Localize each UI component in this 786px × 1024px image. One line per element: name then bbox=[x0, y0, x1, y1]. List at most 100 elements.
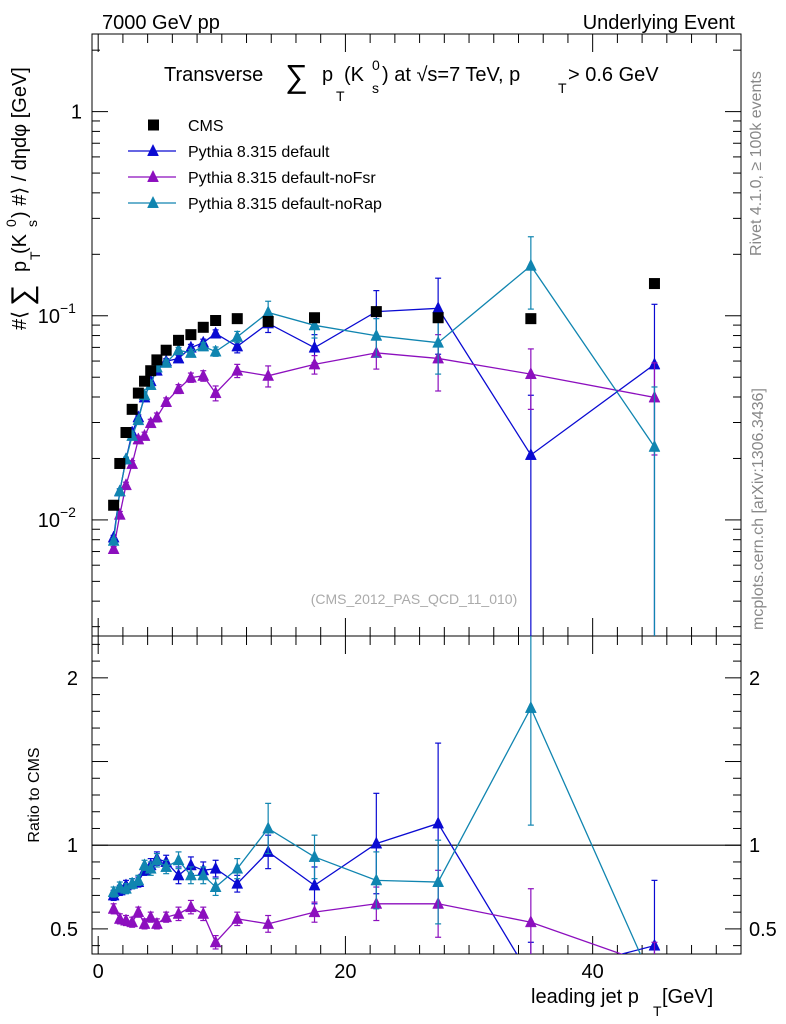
data-point-marker bbox=[107, 901, 120, 914]
data-point-marker bbox=[231, 876, 244, 889]
series-line bbox=[112, 264, 656, 541]
data-point-marker bbox=[308, 340, 321, 353]
cms-data-point bbox=[120, 427, 132, 439]
data-point-marker bbox=[160, 859, 173, 872]
data-point-marker bbox=[432, 816, 445, 829]
cms-data-point bbox=[432, 312, 444, 324]
header-left: 7000 GeV pp bbox=[102, 12, 220, 34]
data-point-marker bbox=[132, 413, 145, 426]
title-mid: ) at √s=7 TeV, p bbox=[382, 64, 520, 86]
ylabel-open: (K bbox=[9, 233, 31, 254]
ratio-y-tick-label-right: 2 bbox=[749, 668, 760, 690]
data-point-marker bbox=[262, 821, 275, 834]
data-point-marker bbox=[209, 344, 222, 357]
cms-data-point bbox=[132, 387, 144, 399]
ylabel-hash-open: #⟨ bbox=[9, 311, 31, 330]
data-point-marker bbox=[231, 911, 244, 924]
cms-data-point bbox=[648, 278, 660, 290]
data-point-marker bbox=[184, 345, 197, 358]
legend: CMS Pythia 8.315 default Pythia 8.315 defa… bbox=[128, 118, 382, 213]
ylabel-sup-0: 0 bbox=[3, 219, 19, 227]
data-point-marker bbox=[126, 915, 139, 928]
data-point-marker bbox=[138, 858, 151, 871]
title-sub-T2: T bbox=[558, 80, 567, 96]
title-suffix: > 0.6 GeV bbox=[568, 64, 659, 86]
data-point-marker bbox=[231, 861, 244, 874]
data-point-marker bbox=[649, 979, 660, 990]
main-cms bbox=[108, 278, 660, 511]
xlabel-sub-T: T bbox=[653, 1003, 662, 1019]
ratio-y-tick-label-left: 0.5 bbox=[50, 919, 78, 941]
data-point-marker bbox=[209, 386, 222, 399]
data-point-marker bbox=[308, 878, 321, 891]
data-point-marker bbox=[197, 368, 210, 381]
x-tick-label: 40 bbox=[582, 961, 604, 983]
data-point-marker bbox=[107, 533, 120, 546]
cms-data-point bbox=[114, 457, 126, 469]
legend-item: Pythia 8.315 default bbox=[128, 143, 330, 161]
y-tick-exponent: −1 bbox=[60, 300, 76, 316]
ylabel-p: p bbox=[9, 261, 31, 272]
main-series-layer bbox=[107, 236, 661, 636]
ylabel-sub-s: s bbox=[24, 220, 40, 227]
data-point-marker bbox=[262, 916, 275, 929]
data-point-marker bbox=[160, 394, 173, 407]
data-point-marker bbox=[308, 357, 321, 370]
ratio-y-tick-label-right: 0.5 bbox=[749, 919, 777, 941]
analysis-watermark: (CMS_2012_PAS_QCD_11_010) bbox=[311, 591, 518, 607]
title-p: p bbox=[322, 64, 333, 86]
data-point-marker bbox=[524, 447, 537, 460]
legend-marker bbox=[147, 195, 159, 208]
title-sigma: ∑ bbox=[285, 58, 308, 94]
legend-marker bbox=[147, 169, 159, 182]
rivet-label: Rivet 4.1.0, ≥ 100k events bbox=[748, 71, 765, 256]
data-point-marker bbox=[184, 370, 197, 383]
data-point-marker bbox=[262, 305, 275, 318]
x-tick-label: 0 bbox=[93, 961, 104, 983]
data-point-marker bbox=[209, 935, 222, 948]
title-open: (K bbox=[344, 64, 365, 86]
main-y-axis-label: #⟨ ∑ p T (K 0 s ) #⟩ / dηdφ [GeV] bbox=[3, 67, 43, 330]
x-axis-label: leading jet p T [GeV] bbox=[531, 986, 713, 1019]
data-point-marker bbox=[150, 916, 163, 929]
ratio-y-tick-label-left: 1 bbox=[67, 835, 78, 857]
ratio-series-layer bbox=[107, 636, 661, 990]
legend-item: Pythia 8.315 default-noRap bbox=[128, 195, 382, 213]
data-point-marker bbox=[370, 873, 383, 886]
legend-item: Pythia 8.315 default-noFsr bbox=[128, 169, 376, 187]
mcplots-label: mcplots.cern.ch [arXiv:1306.3436] bbox=[750, 388, 767, 630]
cms-data-point bbox=[160, 344, 172, 356]
ylabel-close: ) #⟩ / dηdφ [GeV] bbox=[9, 67, 31, 218]
data-point-marker bbox=[197, 868, 210, 881]
legend-label: Pythia 8.315 default bbox=[188, 144, 330, 161]
data-point-marker bbox=[113, 484, 126, 497]
data-point-marker bbox=[120, 478, 132, 491]
cms-data-point bbox=[145, 365, 157, 377]
data-point-marker bbox=[525, 971, 536, 982]
data-point-marker bbox=[308, 905, 321, 918]
xlabel-main: leading jet p bbox=[531, 986, 639, 1008]
data-point-marker bbox=[432, 874, 445, 887]
data-point-marker bbox=[132, 905, 145, 918]
legend-item: CMS bbox=[148, 118, 224, 135]
data-point-marker bbox=[262, 368, 275, 381]
x-tick-label: 20 bbox=[334, 961, 356, 983]
data-point-marker bbox=[308, 318, 321, 331]
data-point-marker bbox=[524, 700, 537, 713]
ylabel-sub-T: T bbox=[27, 251, 43, 260]
legend-label: Pythia 8.315 default-noFsr bbox=[188, 170, 376, 187]
data-point-marker bbox=[184, 868, 197, 881]
data-point-marker bbox=[524, 367, 537, 380]
data-point-marker bbox=[524, 915, 537, 928]
cms-data-point bbox=[197, 321, 209, 333]
cms-data-point bbox=[126, 403, 138, 415]
data-point-marker bbox=[308, 849, 321, 862]
legend-label: CMS bbox=[188, 118, 224, 135]
ratio-y-axis-label: Ratio to CMS bbox=[26, 747, 43, 842]
data-point-marker bbox=[172, 343, 185, 356]
data-point-marker bbox=[209, 861, 222, 874]
data-point-marker bbox=[370, 836, 383, 849]
data-point-marker bbox=[160, 355, 173, 368]
y-tick-label: 10 bbox=[38, 306, 60, 328]
